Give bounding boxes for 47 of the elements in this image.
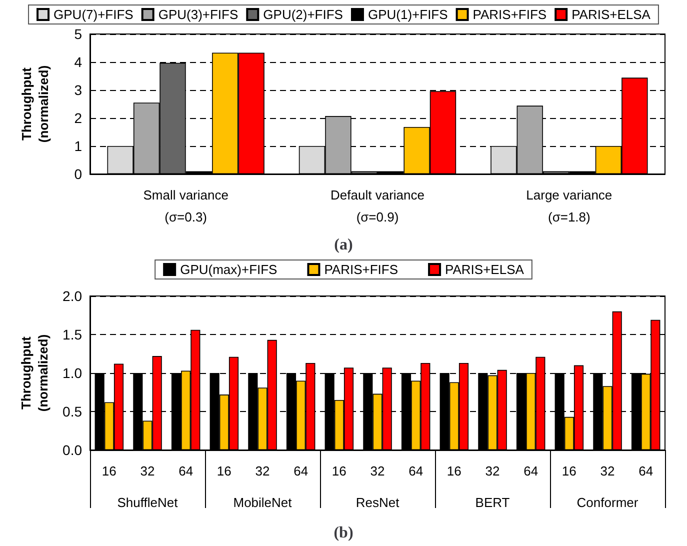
x-tick-label: 64 (408, 464, 424, 478)
x-tick-label: 64 (178, 464, 194, 478)
legend-label: GPU(3)+FIFS (158, 7, 238, 22)
x-tick-label: 16 (216, 464, 232, 478)
y-tick-label: 2 (74, 110, 82, 126)
y-axis-title: Throughput (normalized) (19, 65, 51, 143)
x-tick-label: 32 (485, 464, 500, 478)
text: Conformer (576, 495, 639, 510)
y-tick-label: 1.0 (62, 365, 82, 381)
legend-label: GPU(1)+FIFS (368, 7, 448, 22)
y-tick-label: 0 (74, 166, 82, 182)
legend-label: PARIS+FIFS (472, 7, 547, 22)
y-tick-label: 1.5 (62, 326, 82, 342)
text: BERT (475, 495, 510, 510)
x-tick-label: 32 (255, 464, 270, 478)
x-tick-label: Large variance (σ=1.8) (526, 188, 612, 224)
legend-label: GPU(max)+FIFS (180, 262, 278, 277)
text: ShuffleNet (117, 495, 178, 510)
x-tick-label: 32 (140, 464, 155, 478)
x-tick-label: 32 (370, 464, 385, 478)
y-tick-label: 4 (74, 54, 82, 70)
y-tick-label: 5 (74, 26, 82, 42)
x-tick-label: 64 (638, 464, 654, 478)
legend-label: GPU(7)+FIFS (54, 7, 134, 22)
x-tick-label: 16 (562, 464, 576, 478)
x-tick-label: 64 (294, 464, 308, 478)
y-tick-label: 2.0 (62, 288, 82, 304)
text: (a) (334, 236, 353, 254)
y-tick-label: 0.5 (62, 404, 82, 420)
x-tick-label: Small variance (σ=0.3) (143, 188, 228, 224)
legend-label: PARIS+ELSA (445, 262, 524, 277)
x-tick-label: 16 (102, 464, 116, 478)
x-tick-label: Default variance (σ=0.9) (330, 188, 424, 224)
x-tick-label: 16 (332, 464, 346, 478)
x-tick-label: 32 (600, 464, 615, 478)
y-axis-title: Throughput (normalized) (18, 334, 51, 412)
text: (b) (334, 524, 354, 542)
x-tick-label: 16 (446, 464, 462, 478)
text: MobileNet (233, 495, 292, 510)
x-tick-label: 64 (524, 464, 538, 478)
y-tick-label: 0.0 (62, 442, 82, 458)
legend-label: PARIS+FIFS (324, 262, 398, 277)
y-tick-label: 1 (74, 138, 82, 154)
text: ResNet (356, 495, 400, 510)
legend-label: PARIS+ELSA (572, 7, 651, 22)
legend-label: GPU(2)+FIFS (263, 7, 344, 22)
y-tick-label: 3 (74, 82, 82, 98)
